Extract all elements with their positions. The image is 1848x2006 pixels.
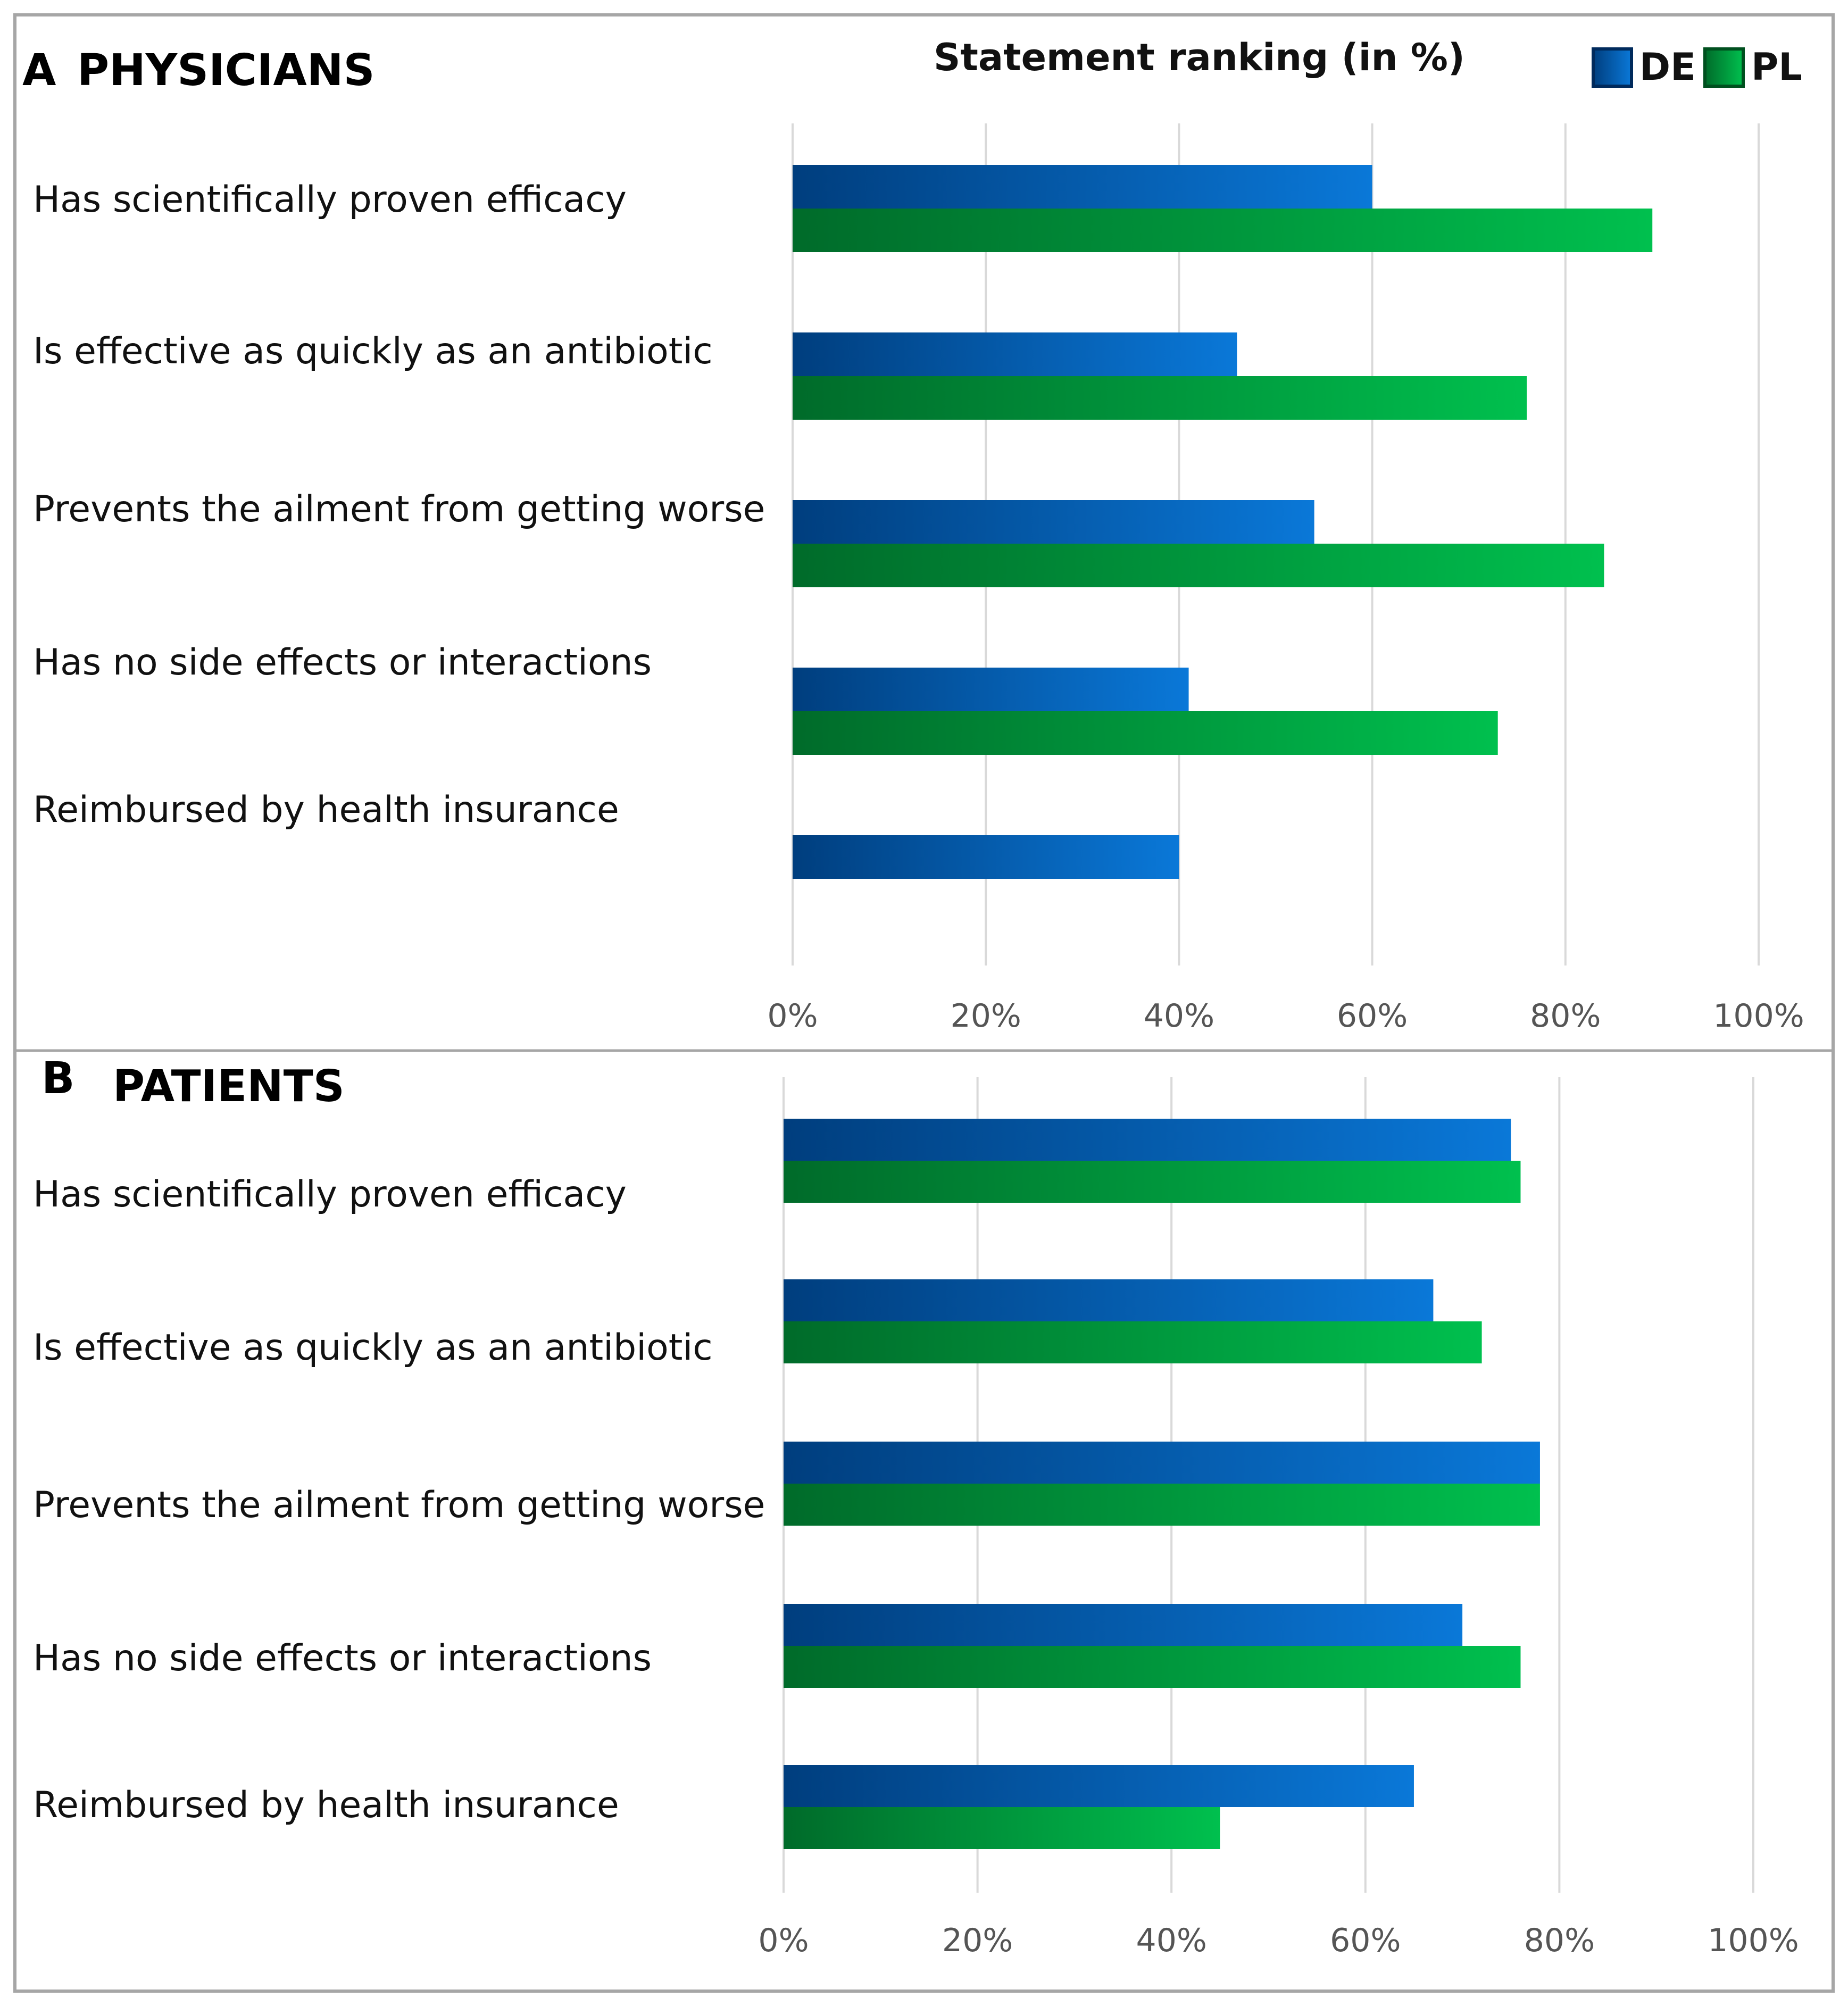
x-tick-label: 0% <box>767 997 818 1035</box>
x-tick-label: 100% <box>1713 997 1804 1035</box>
bar-de-4 <box>784 1604 1463 1646</box>
bar-de-5 <box>793 835 1179 879</box>
panel-a-title: PHYSICIANS <box>77 45 375 96</box>
category-label: Has scientifically proven efficacy <box>33 1173 627 1216</box>
x-tick-label: 60% <box>1337 997 1408 1035</box>
panel-b-letter: B <box>41 1053 75 1104</box>
x-tick-label: 40% <box>1144 997 1214 1035</box>
category-label: Reimbursed by health insurance <box>33 789 619 831</box>
bar-pl-2 <box>784 1321 1482 1363</box>
x-tick-label: 20% <box>951 997 1021 1035</box>
bar-pl-3 <box>784 1484 1540 1526</box>
bar-de-2 <box>793 332 1237 376</box>
chart-title: Statement ranking (in %) <box>934 36 1465 79</box>
category-label: Has no side effects or interactions <box>33 642 652 684</box>
bar-pl-4 <box>784 1646 1521 1688</box>
bar-de-5 <box>784 1765 1414 1807</box>
figure-frame <box>13 13 1835 1993</box>
bar-pl-3 <box>793 544 1604 587</box>
bar-pl-5 <box>784 1807 1220 1849</box>
legend-swatch-de <box>1592 47 1633 88</box>
bar-pl-1 <box>793 209 1653 252</box>
category-label: Prevents the ailment from getting worse <box>33 488 765 530</box>
bar-de-1 <box>793 165 1372 209</box>
legend-swatch-pl <box>1703 47 1745 88</box>
x-tick-label: 40% <box>1136 1922 1207 1959</box>
category-label: Has no side effects or interactions <box>33 1637 652 1679</box>
legend-label-pl: PL <box>1751 45 1802 89</box>
bar-de-2 <box>784 1279 1434 1321</box>
bar-pl-2 <box>793 376 1527 420</box>
x-tick-label: 0% <box>758 1922 809 1959</box>
bar-pl-1 <box>784 1161 1521 1203</box>
bar-de-1 <box>784 1119 1511 1161</box>
bar-de-3 <box>784 1442 1540 1484</box>
category-label: Is effective as quickly as an antibiotic <box>33 1327 713 1369</box>
category-label: Reimbursed by health insurance <box>33 1784 619 1826</box>
panel-b-plot: 0% 20% 40% 60% 80% 100% Has scientifically pro… <box>33 1077 1799 1959</box>
x-tick-label: 20% <box>942 1922 1013 1959</box>
legend-label-de: DE <box>1639 45 1696 89</box>
x-tick-label: 80% <box>1530 997 1601 1035</box>
panel-a-plot: 0% 20% 40% 60% 80% 100% Has scientifically pro… <box>33 123 1804 1035</box>
bar-de-3 <box>793 500 1314 544</box>
x-tick-label: 60% <box>1330 1922 1401 1959</box>
x-tick-label: 100% <box>1708 1922 1799 1959</box>
category-label: Prevents the ailment from getting worse <box>33 1484 765 1526</box>
category-label: Is effective as quickly as an antibiotic <box>33 330 713 372</box>
panel-b-title: PATIENTS <box>113 1061 345 1112</box>
panel-a-letter: A <box>22 45 56 96</box>
legend: DE PL <box>1592 45 1802 89</box>
bar-de-4 <box>793 668 1189 711</box>
bar-pl-4 <box>793 711 1498 755</box>
category-label: Has scientifically proven efficacy <box>33 179 627 221</box>
x-tick-label: 80% <box>1524 1922 1595 1959</box>
